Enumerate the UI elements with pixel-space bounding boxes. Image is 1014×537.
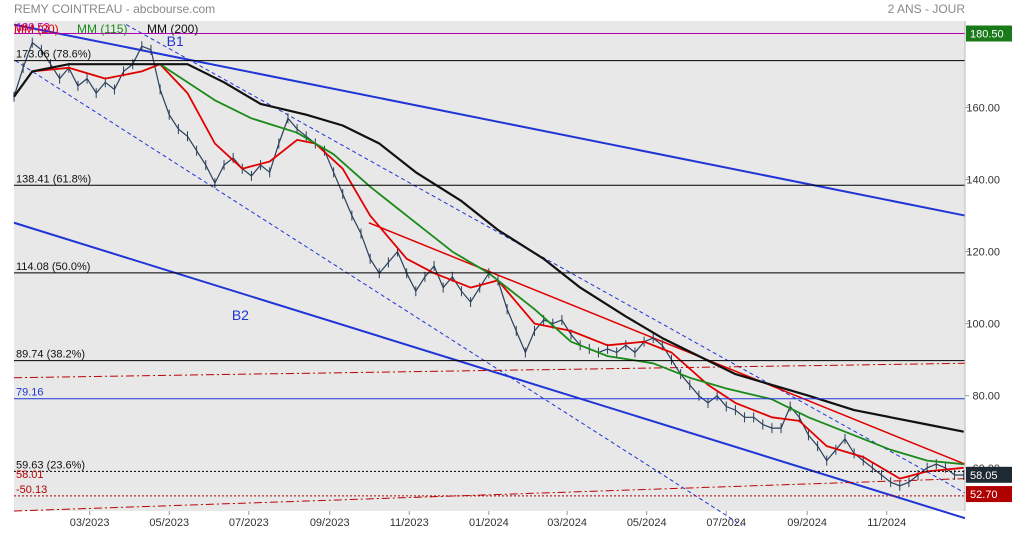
ma-line-115 bbox=[159, 63, 964, 466]
price-badge-label: 58.05 bbox=[970, 470, 998, 482]
channel-label: B2 bbox=[232, 307, 249, 323]
channel-label: B1 bbox=[167, 33, 184, 49]
y-tick-label: 120.00 bbox=[966, 247, 1000, 259]
moving-average-layer bbox=[13, 63, 964, 480]
channel-layer: B1 B2 bbox=[13, 23, 966, 526]
badge-layer: 180.50 58.05 52.70 bbox=[966, 25, 1012, 503]
chart-period: 2 ANS - JOUR bbox=[888, 2, 966, 16]
legend-item: MM (20) bbox=[14, 22, 59, 36]
price-badge-label: 52.70 bbox=[970, 489, 998, 501]
fibonacci-layer: 180.53 173.06 (78.6%) 138.41 (61.8%) 114.08… bbox=[14, 22, 965, 497]
y-tick-label: 160.00 bbox=[966, 102, 1000, 114]
fib-level-label: 89.74 (38.2%) bbox=[16, 349, 85, 361]
x-tick-label: 03/2024 bbox=[547, 517, 587, 529]
ma-line-200 bbox=[13, 63, 964, 433]
fib-level-label: 79.16 bbox=[16, 387, 44, 399]
x-tick-label: 09/2023 bbox=[310, 517, 350, 529]
price-badge bbox=[966, 25, 1012, 42]
red-dashdot-line bbox=[13, 478, 966, 512]
chart-source-title: REMY COINTREAU - abcbourse.com bbox=[14, 2, 215, 16]
fib-level-label: 138.41 (61.8%) bbox=[16, 173, 91, 185]
fib-level-label: -50.13 bbox=[16, 484, 47, 496]
price-badge bbox=[966, 466, 1012, 483]
red-dashdot-line bbox=[13, 362, 966, 379]
x-tick-label: 05/2023 bbox=[149, 517, 189, 529]
y-tick-label: 80.00 bbox=[972, 391, 1000, 403]
legend: MM (20) MM (115) MM (200) bbox=[14, 22, 198, 36]
dashed-channel-line bbox=[15, 60, 743, 526]
x-tick-label: 07/2024 bbox=[706, 517, 746, 529]
price-badge-label: 180.50 bbox=[970, 29, 1004, 41]
fib-level-label: 180.53 bbox=[16, 22, 50, 34]
x-tick-label: 11/2023 bbox=[390, 517, 429, 529]
fib-level-label: 59.63 (23.6%) bbox=[16, 459, 85, 471]
x-tick-label: 05/2024 bbox=[627, 517, 667, 529]
legend-item: MM (115) bbox=[77, 22, 127, 36]
fib-level-label: 114.08 (50.0%) bbox=[16, 261, 90, 273]
x-tick-label: 03/2023 bbox=[70, 517, 110, 529]
fib-level-label: 173.06 (78.6%) bbox=[16, 49, 91, 61]
y-tick-label: 140.00 bbox=[966, 175, 1000, 187]
x-tick-label: 07/2023 bbox=[229, 517, 269, 529]
legend-item: MM (200) bbox=[147, 22, 198, 36]
x-tick-label: 01/2024 bbox=[469, 517, 509, 529]
fib-overlap-label: 58.01 bbox=[16, 469, 44, 481]
channel-line-b1 bbox=[13, 23, 966, 217]
price-badge bbox=[966, 486, 1012, 503]
plot-background bbox=[14, 21, 965, 511]
y-tick-label: 100.00 bbox=[966, 319, 1000, 331]
ma-line-20 bbox=[32, 63, 964, 480]
dashed-channel-line bbox=[125, 24, 966, 494]
red-trendline bbox=[368, 222, 966, 465]
x-tick-label: 11/2024 bbox=[867, 517, 906, 529]
x-tick-label: 09/2024 bbox=[787, 517, 827, 529]
